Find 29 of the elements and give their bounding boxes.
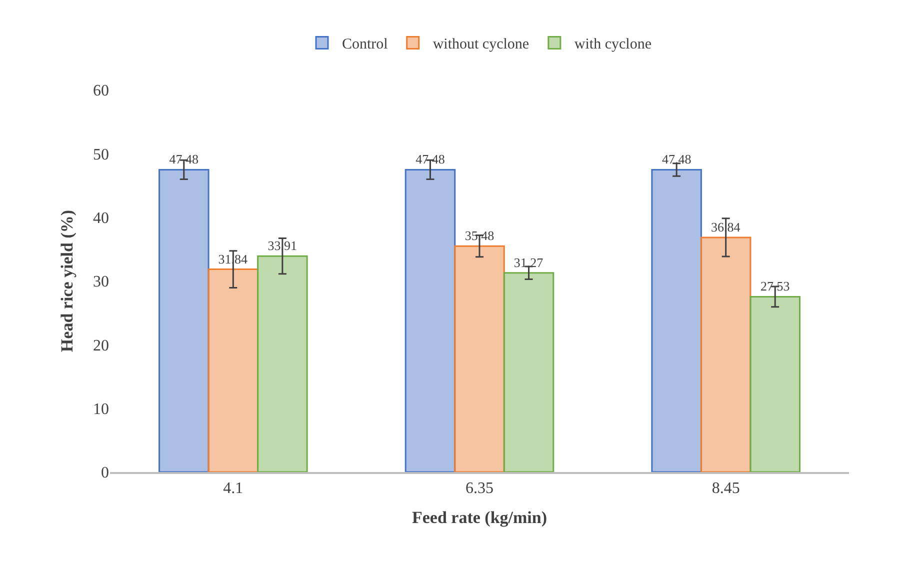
bar [651, 168, 702, 472]
y-tick-label: 50 [93, 146, 109, 164]
y-axis-title: Head rice yield (%) [58, 210, 77, 352]
x-axis-title: Feed rate (kg/min) [412, 508, 548, 527]
data-label: 47.48 [416, 152, 445, 167]
y-tick-label: 20 [93, 337, 109, 354]
bar [454, 245, 505, 472]
y-tick-label: 0 [101, 464, 109, 482]
y-tick-label: 40 [93, 210, 109, 227]
x-tick-label: 8.45 [712, 480, 740, 497]
x-tick-label: 6.35 [466, 480, 494, 497]
bar [208, 268, 259, 472]
bar [257, 255, 308, 472]
y-tick-label: 30 [93, 274, 109, 291]
legend-label: without cyclone [432, 36, 530, 53]
data-label: 47.48 [169, 152, 199, 167]
legend-label: with cyclone [574, 36, 652, 53]
bar [158, 168, 210, 472]
data-label: 27.53 [760, 278, 790, 294]
legend-label: Control [342, 36, 388, 53]
data-label: 47.48 [662, 152, 692, 167]
bar [503, 272, 554, 472]
y-tick-label: 10 [93, 400, 109, 418]
bar [750, 296, 800, 472]
bar [404, 168, 456, 472]
data-label: 35.48 [464, 228, 494, 244]
x-tick-label: 4.1 [223, 480, 244, 497]
bar [700, 236, 752, 472]
y-tick-label: 60 [93, 82, 109, 100]
